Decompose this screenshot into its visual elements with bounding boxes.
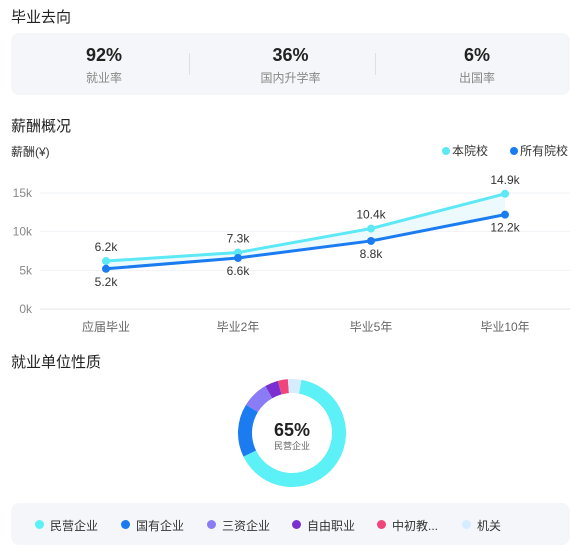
section-title-employer: 就业单位性质 [11, 354, 102, 371]
data-label: 6.6k [227, 264, 251, 278]
legend-label: 三资企业 [222, 519, 271, 533]
data-label: 6.2k [95, 240, 119, 254]
donut-slice [238, 404, 259, 457]
donut-slice [243, 379, 346, 487]
legend-dot [35, 520, 44, 529]
salary-line-chart: 薪酬(¥) 本院校 所有院校 0k 5k 10k 15k 6.2k 7.3k 10.4k 14… [11, 143, 570, 334]
data-label: 12.2k [490, 221, 520, 235]
stat-value: 92% [85, 45, 123, 65]
stat-value: 36% [272, 45, 309, 65]
stat-employment-rate: 92% 就业率 [11, 33, 197, 95]
stat-divider [189, 53, 190, 75]
series-band [106, 193, 505, 269]
stat-label: 出国率 [458, 71, 495, 85]
legend-label: 中初教... [392, 519, 439, 533]
y-tick-label: 5k [19, 263, 33, 277]
stat-label: 国内升学率 [260, 71, 321, 85]
data-label: 14.9k [490, 173, 520, 187]
data-point [501, 189, 509, 198]
stats-card: 92% 就业率 36% 国内升学率 6% 出国率 [11, 33, 570, 95]
data-point [501, 210, 509, 219]
legend-dot [292, 520, 301, 529]
donut-slice [265, 380, 282, 399]
data-point [102, 264, 110, 273]
donut-slice [246, 386, 273, 413]
y-tick-label: 10k [13, 225, 33, 239]
y-tick-label: 0k [19, 302, 33, 316]
data-label: 5.2k [95, 275, 119, 289]
y-tick-label: 15k [13, 186, 33, 200]
employer-donut-chart: 65% 民营企业 [238, 379, 346, 487]
employer-legend: 民营企业 国有企业 三资企业 自由职业 中初教... 机关 [11, 503, 570, 545]
data-label: 7.3k [227, 232, 251, 246]
x-tick-label: 毕业5年 [350, 320, 393, 334]
section-title-destination: 毕业去向 [11, 9, 72, 26]
legend-label: 民营企业 [50, 519, 99, 533]
donut-center-value: 65% [274, 420, 310, 440]
x-tick-label: 应届毕业 [82, 319, 130, 334]
series-line [105, 213, 506, 271]
stat-label: 就业率 [85, 71, 122, 85]
donut-slice [287, 379, 302, 394]
y-axis-label: 薪酬(¥) [11, 145, 50, 159]
x-tick-label: 毕业10年 [480, 320, 529, 334]
section-title-salary: 薪酬概况 [11, 118, 72, 135]
legend-label: 本院校 [452, 143, 488, 158]
legend-label: 国有企业 [136, 519, 185, 533]
legend-dot [442, 147, 450, 155]
x-tick-label: 毕业2年 [217, 320, 260, 334]
legend-dot [207, 520, 216, 529]
legend-dot [121, 520, 130, 529]
series-line [105, 192, 506, 263]
data-point [367, 236, 375, 245]
data-point [234, 253, 242, 262]
stat-value: 6% [463, 45, 490, 65]
stat-domestic-study-rate: 36% 国内升学率 [197, 33, 384, 95]
legend-label: 机关 [477, 519, 502, 533]
donut-slice [277, 379, 290, 395]
legend-label: 自由职业 [307, 519, 356, 533]
stat-abroad-rate: 6% 出国率 [384, 33, 570, 95]
data-label: 10.4k [356, 208, 386, 222]
donut-center-label: 民营企业 [274, 440, 310, 451]
legend-dot [462, 520, 471, 529]
legend-dot [377, 520, 386, 529]
data-point [367, 224, 375, 233]
legend-label: 所有院校 [520, 143, 568, 158]
data-point [102, 257, 110, 266]
legend-dot [510, 147, 518, 155]
data-label: 8.8k [360, 247, 384, 261]
stat-divider [375, 53, 376, 75]
